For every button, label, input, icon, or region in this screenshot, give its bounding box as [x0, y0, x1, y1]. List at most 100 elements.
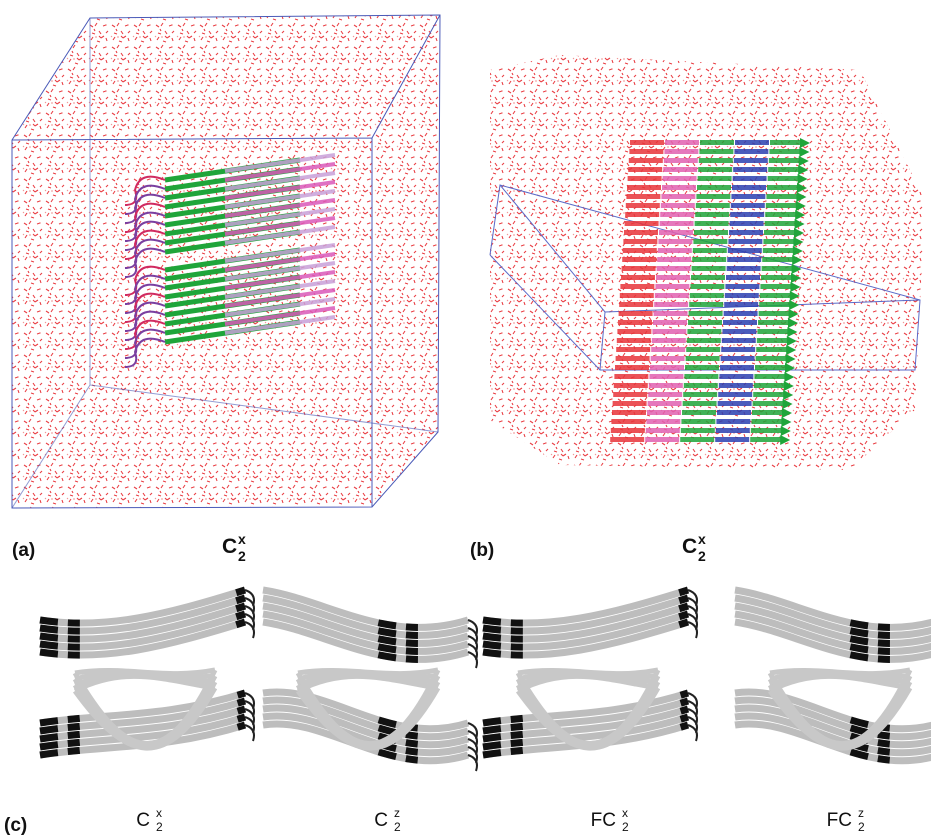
strand — [658, 239, 692, 244]
strand — [686, 347, 720, 352]
strand — [625, 212, 659, 217]
strand — [722, 329, 756, 334]
strand — [699, 149, 733, 154]
strand — [681, 428, 715, 433]
strand — [753, 392, 787, 397]
strand — [698, 176, 732, 181]
strand — [725, 293, 759, 298]
strand — [768, 167, 802, 172]
panel-b-image — [490, 55, 925, 470]
strand — [762, 257, 796, 262]
strand — [611, 428, 645, 433]
strand — [718, 392, 752, 397]
strand — [724, 311, 758, 316]
strand — [684, 383, 718, 388]
symbol-sup: z — [394, 806, 400, 820]
strand — [769, 158, 803, 163]
strand — [653, 320, 687, 325]
coil — [245, 725, 254, 741]
strand — [716, 419, 750, 424]
strand — [764, 230, 798, 235]
strand — [697, 185, 731, 190]
strand — [627, 185, 661, 190]
strand — [699, 158, 733, 163]
strand — [687, 329, 721, 334]
strand — [645, 437, 679, 442]
strand — [664, 149, 698, 154]
strand — [663, 167, 697, 172]
strand — [759, 311, 793, 316]
strand — [715, 437, 749, 442]
strand — [761, 275, 795, 280]
strand — [649, 383, 683, 388]
panel-label: (b) — [470, 540, 494, 561]
strand — [626, 194, 660, 199]
strand — [692, 257, 726, 262]
strand — [724, 302, 758, 307]
strand — [695, 221, 729, 226]
strand — [664, 158, 698, 163]
strand — [765, 221, 799, 226]
strand — [690, 284, 724, 289]
strand — [687, 338, 721, 343]
strand — [660, 212, 694, 217]
strand — [647, 410, 681, 415]
symbol-sub: 2 — [698, 548, 706, 564]
strand — [759, 302, 793, 307]
strand — [611, 419, 645, 424]
strand — [757, 338, 791, 343]
strand — [651, 356, 685, 361]
strand — [735, 140, 769, 145]
strand — [728, 239, 762, 244]
strand — [648, 392, 682, 397]
strand — [753, 401, 787, 406]
strand — [613, 401, 647, 406]
strand — [754, 374, 788, 379]
strand — [683, 401, 717, 406]
strand — [767, 185, 801, 190]
strand — [654, 311, 688, 316]
strand — [615, 365, 649, 370]
strand — [684, 374, 718, 379]
symbol-sub: 2 — [622, 820, 629, 834]
symbol-base: FC — [827, 810, 852, 831]
strand — [620, 293, 654, 298]
strand — [617, 338, 651, 343]
strand — [756, 356, 790, 361]
strand — [690, 293, 724, 298]
strand — [722, 338, 756, 343]
strand — [689, 311, 723, 316]
strand — [621, 275, 655, 280]
strand — [623, 248, 657, 253]
strand — [649, 374, 683, 379]
strand — [730, 212, 764, 217]
strand — [616, 347, 650, 352]
strand — [692, 266, 726, 271]
strand — [719, 374, 753, 379]
strand — [610, 437, 644, 442]
strand — [751, 419, 785, 424]
strand — [681, 419, 715, 424]
strand — [619, 302, 653, 307]
strand — [768, 176, 802, 181]
strand — [731, 194, 765, 199]
symbol-sup: x — [156, 806, 162, 820]
symbol-sub: 2 — [858, 820, 865, 834]
strand — [698, 167, 732, 172]
strand — [750, 437, 784, 442]
strand — [661, 203, 695, 208]
strand — [613, 392, 647, 397]
strand — [766, 203, 800, 208]
strand — [729, 230, 763, 235]
strand — [731, 203, 765, 208]
coil — [468, 755, 477, 771]
symbol-sub: 2 — [394, 820, 401, 834]
strand — [760, 284, 794, 289]
coil — [245, 622, 254, 638]
strand — [720, 365, 754, 370]
strand — [648, 401, 682, 406]
strand — [689, 302, 723, 307]
strand — [625, 221, 659, 226]
strand — [624, 230, 658, 235]
strand — [763, 239, 797, 244]
